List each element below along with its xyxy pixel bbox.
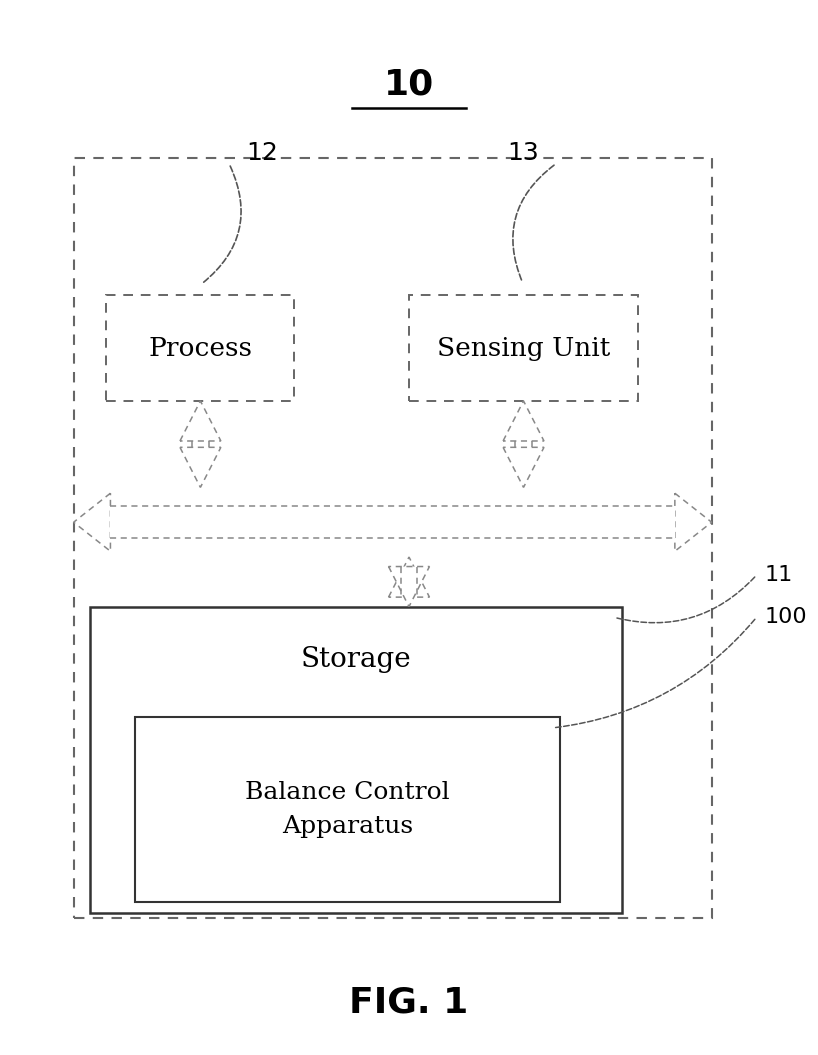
Polygon shape bbox=[503, 401, 544, 441]
Bar bbox=[106, 295, 294, 401]
Polygon shape bbox=[389, 557, 429, 597]
Bar bbox=[409, 295, 638, 401]
Text: Balance Control
Apparatus: Balance Control Apparatus bbox=[245, 782, 450, 838]
Bar bbox=[515, 441, 532, 447]
Text: FIG. 1: FIG. 1 bbox=[349, 985, 469, 1019]
Bar bbox=[90, 607, 622, 913]
Polygon shape bbox=[74, 493, 110, 551]
Polygon shape bbox=[503, 447, 544, 487]
Text: 13: 13 bbox=[508, 141, 539, 165]
Bar bbox=[401, 567, 417, 597]
Text: 10: 10 bbox=[384, 68, 434, 101]
Text: 11: 11 bbox=[765, 565, 793, 584]
Bar bbox=[135, 717, 560, 902]
Polygon shape bbox=[180, 447, 221, 487]
Polygon shape bbox=[389, 567, 429, 607]
Bar bbox=[74, 158, 712, 918]
Bar bbox=[110, 506, 675, 538]
Polygon shape bbox=[180, 401, 221, 441]
Text: 12: 12 bbox=[246, 141, 277, 165]
Text: Storage: Storage bbox=[300, 646, 411, 673]
Text: 100: 100 bbox=[765, 608, 807, 627]
Bar bbox=[192, 441, 209, 447]
Text: Sensing Unit: Sensing Unit bbox=[437, 335, 610, 361]
Text: Process: Process bbox=[148, 335, 253, 361]
Polygon shape bbox=[675, 493, 712, 551]
